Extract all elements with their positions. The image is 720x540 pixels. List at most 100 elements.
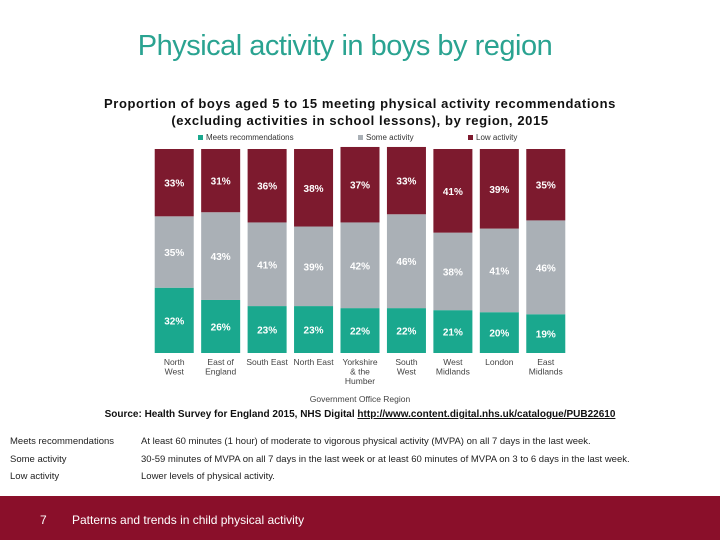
data-label: 38% <box>443 267 463 278</box>
definition-text: At least 60 minutes (1 hour) of moderate… <box>141 436 591 447</box>
x-tick-label: Midlands <box>529 367 563 377</box>
bar-segment <box>201 149 241 213</box>
x-axis-label: Government Office Region <box>310 394 411 404</box>
bar-segment <box>340 146 380 223</box>
data-label: 43% <box>211 252 231 263</box>
definition-row: Low activity Lower levels of physical ac… <box>10 471 710 482</box>
data-label: 32% <box>164 316 184 327</box>
definition-term: Low activity <box>10 471 60 482</box>
x-tick-label: East <box>537 357 555 367</box>
data-label: 37% <box>350 181 370 192</box>
legend-item-meets: Meets recommendations <box>198 133 294 142</box>
legend-label-meets: Meets recommendations <box>206 133 294 142</box>
bar-segment <box>479 228 519 313</box>
bar-segment <box>340 308 380 353</box>
chart-subtitle: (excluding activities in school lessons)… <box>171 113 549 128</box>
bar-segment <box>201 299 241 353</box>
x-tick-label: & the <box>350 367 370 377</box>
x-tick-label: South East <box>246 357 288 367</box>
data-label: 35% <box>536 181 556 192</box>
data-label: 36% <box>257 182 277 193</box>
x-tick-label: Humber <box>345 376 375 386</box>
bar-segment <box>433 149 473 233</box>
definition-row: Some activity 30-59 minutes of MVPA on a… <box>10 454 710 465</box>
bar-segment <box>340 222 380 309</box>
data-label: 41% <box>443 187 463 198</box>
data-label: 20% <box>489 329 509 340</box>
bar-segment <box>154 149 194 217</box>
bar-segment <box>154 216 194 288</box>
bar-segment <box>201 212 241 300</box>
bar-segment <box>386 308 426 353</box>
data-label: 46% <box>396 257 416 268</box>
data-label: 33% <box>396 177 416 188</box>
definition-text: Lower levels of physical activity. <box>141 471 275 482</box>
data-label: 39% <box>304 262 324 273</box>
x-tick-label: Yorkshire <box>342 357 377 367</box>
data-label: 39% <box>489 185 509 196</box>
bar-segment <box>294 149 334 227</box>
footer-text: Patterns and trends in child physical ac… <box>72 513 305 527</box>
bar-segment <box>479 149 519 229</box>
legend-item-low: Low activity <box>468 133 517 142</box>
bar-segment <box>247 306 287 353</box>
bar-segment <box>294 226 334 307</box>
x-tick-label: North East <box>293 357 334 367</box>
legend-swatch-meets <box>198 135 203 140</box>
x-tick-label: West <box>165 367 185 377</box>
bar-segment <box>294 306 334 353</box>
definition-term: Meets recommendations <box>10 436 115 447</box>
x-tick-label: London <box>485 357 514 367</box>
x-tick-label: England <box>205 367 236 377</box>
bar-segment <box>433 310 473 353</box>
bar-segment <box>386 214 426 309</box>
x-tick-label: South <box>395 357 417 367</box>
definition-row: Meets recommendations At least 60 minute… <box>10 436 710 447</box>
data-label: 21% <box>443 328 463 339</box>
data-label: 35% <box>164 248 184 259</box>
legend-swatch-some <box>358 135 363 140</box>
source-link[interactable]: http://www.content.digital.nhs.uk/catalo… <box>357 409 616 420</box>
bar-segment <box>386 146 426 215</box>
x-tick-label: West <box>443 357 463 367</box>
bar-segment <box>247 149 287 223</box>
chart-legend: Meets recommendations Some activity Low … <box>198 133 538 145</box>
page-number: 7 <box>40 513 47 527</box>
chart-title-block: Proportion of boys aged 5 to 15 meeting … <box>40 95 680 129</box>
footer-bar: 7 Patterns and trends in child physical … <box>0 496 720 540</box>
bar-segment <box>526 314 566 353</box>
data-label: 23% <box>304 326 324 337</box>
x-tick-label: East of <box>207 357 234 367</box>
slide-title: Physical activity in boys by region <box>137 30 553 62</box>
definition-text: 30-59 minutes of MVPA on all 7 days in t… <box>141 454 630 465</box>
data-label: 23% <box>257 326 277 337</box>
bar-segment <box>154 287 194 353</box>
data-label: 41% <box>257 260 277 271</box>
source-note: Source: Health Survey for England 2015, … <box>0 409 720 420</box>
data-label: 41% <box>489 266 509 277</box>
legend-item-some: Some activity <box>358 133 414 142</box>
data-label: 46% <box>536 263 556 274</box>
bar-segment <box>247 222 287 307</box>
data-label: 31% <box>211 177 231 188</box>
bar-segment <box>526 149 566 221</box>
legend-label-low: Low activity <box>476 133 518 142</box>
source-text: Source: Health Survey for England 2015, … <box>104 409 358 420</box>
data-label: 42% <box>350 261 370 272</box>
legend-swatch-low <box>468 135 473 140</box>
x-tick-label: West <box>397 367 417 377</box>
bar-segment <box>526 220 566 315</box>
data-label: 19% <box>536 330 556 341</box>
bar-segment <box>433 232 473 311</box>
data-label: 38% <box>304 184 324 195</box>
definition-term: Some activity <box>10 454 67 465</box>
data-label: 22% <box>396 327 416 338</box>
chart-title: Proportion of boys aged 5 to 15 meeting … <box>104 96 616 111</box>
data-label: 33% <box>164 179 184 190</box>
bar-segment <box>479 312 519 353</box>
data-label: 26% <box>211 322 231 333</box>
legend-label-some: Some activity <box>366 133 414 142</box>
x-tick-label: Midlands <box>436 367 470 377</box>
data-label: 22% <box>350 327 370 338</box>
